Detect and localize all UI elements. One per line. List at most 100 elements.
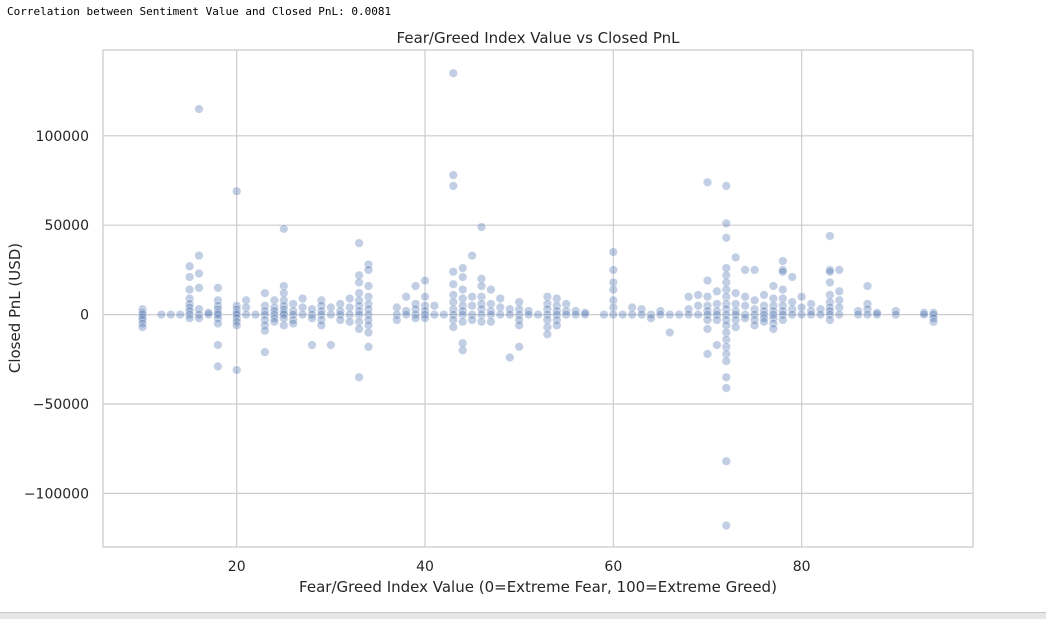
data-point (759, 310, 769, 320)
data-point (411, 299, 421, 309)
data-point (448, 170, 458, 180)
data-point (279, 281, 289, 291)
data-point (476, 274, 487, 284)
data-point (552, 315, 562, 325)
data-point (392, 310, 402, 320)
data-point (279, 288, 289, 298)
data-point (420, 313, 430, 323)
data-point (476, 317, 487, 327)
plot-border (102, 49, 974, 548)
data-point (213, 361, 223, 372)
data-point (514, 304, 524, 314)
scrollbar-track[interactable] (0, 612, 1046, 619)
data-point (448, 322, 458, 332)
data-point (514, 297, 524, 307)
data-point (514, 320, 524, 330)
data-point (137, 318, 148, 329)
data-point (185, 261, 195, 271)
data-point (458, 263, 468, 273)
data-point (458, 338, 468, 348)
data-point (721, 304, 731, 314)
data-point (185, 313, 195, 323)
data-point (269, 306, 280, 316)
chart-title: Fear/Greed Index Value vs Closed PnL (397, 29, 681, 47)
data-point (731, 310, 741, 320)
data-point (458, 317, 468, 327)
data-point (476, 299, 487, 309)
data-point (326, 340, 336, 350)
data-point (533, 310, 543, 320)
data-point (721, 299, 731, 309)
data-point (156, 310, 166, 320)
data-point (213, 304, 223, 314)
data-point (213, 318, 223, 329)
data-point (269, 313, 280, 323)
data-point (476, 281, 487, 291)
data-point (796, 292, 807, 302)
data-point (137, 322, 148, 332)
data-point (505, 352, 515, 363)
data-point (241, 302, 251, 313)
data-point (505, 304, 515, 314)
data-point (552, 310, 562, 320)
data-point (721, 349, 731, 359)
data-point (345, 302, 355, 313)
y-axis-label: Closed PnL (USD) (6, 243, 24, 373)
data-point (834, 310, 844, 320)
data-point (448, 68, 458, 78)
data-point (825, 277, 835, 288)
data-point (411, 313, 421, 323)
data-point (185, 306, 195, 316)
data-point (853, 310, 863, 320)
data-point (260, 320, 270, 330)
data-point (721, 383, 731, 393)
data-point (731, 288, 741, 298)
data-point (392, 315, 402, 325)
data-point (778, 310, 788, 320)
data-point (862, 281, 873, 291)
data-point (928, 317, 939, 327)
data-point (363, 299, 374, 309)
data-point (683, 292, 694, 302)
data-point (260, 315, 270, 325)
data-point (401, 306, 411, 316)
data-point (298, 302, 308, 313)
data-point (862, 299, 873, 309)
data-point (862, 304, 873, 314)
data-point (683, 310, 694, 320)
data-point (580, 308, 590, 318)
data-point (260, 347, 270, 357)
data-point (213, 295, 223, 305)
data-point (363, 310, 374, 320)
data-point (928, 310, 939, 320)
data-point (458, 306, 468, 316)
data-point (354, 270, 364, 280)
data-point (778, 306, 788, 316)
data-point (825, 290, 835, 300)
data-point (326, 310, 336, 320)
data-point (269, 295, 280, 305)
data-point (401, 310, 411, 320)
data-point (429, 301, 440, 311)
data-point (834, 286, 844, 296)
data-point (354, 277, 364, 288)
data-point (363, 265, 374, 275)
data-point (185, 299, 195, 309)
data-point (269, 310, 280, 320)
data-point (834, 295, 844, 305)
data-point (166, 310, 176, 320)
data-point (288, 315, 298, 325)
data-point (693, 310, 703, 320)
data-point (279, 224, 289, 234)
data-point (185, 285, 195, 295)
data-point (420, 292, 430, 302)
data-point (185, 302, 195, 313)
data-point (194, 283, 204, 293)
data-point (137, 304, 148, 314)
data-point (749, 315, 760, 325)
data-point (712, 286, 722, 296)
data-point (825, 231, 835, 241)
data-point (778, 256, 788, 266)
data-point (448, 304, 458, 314)
